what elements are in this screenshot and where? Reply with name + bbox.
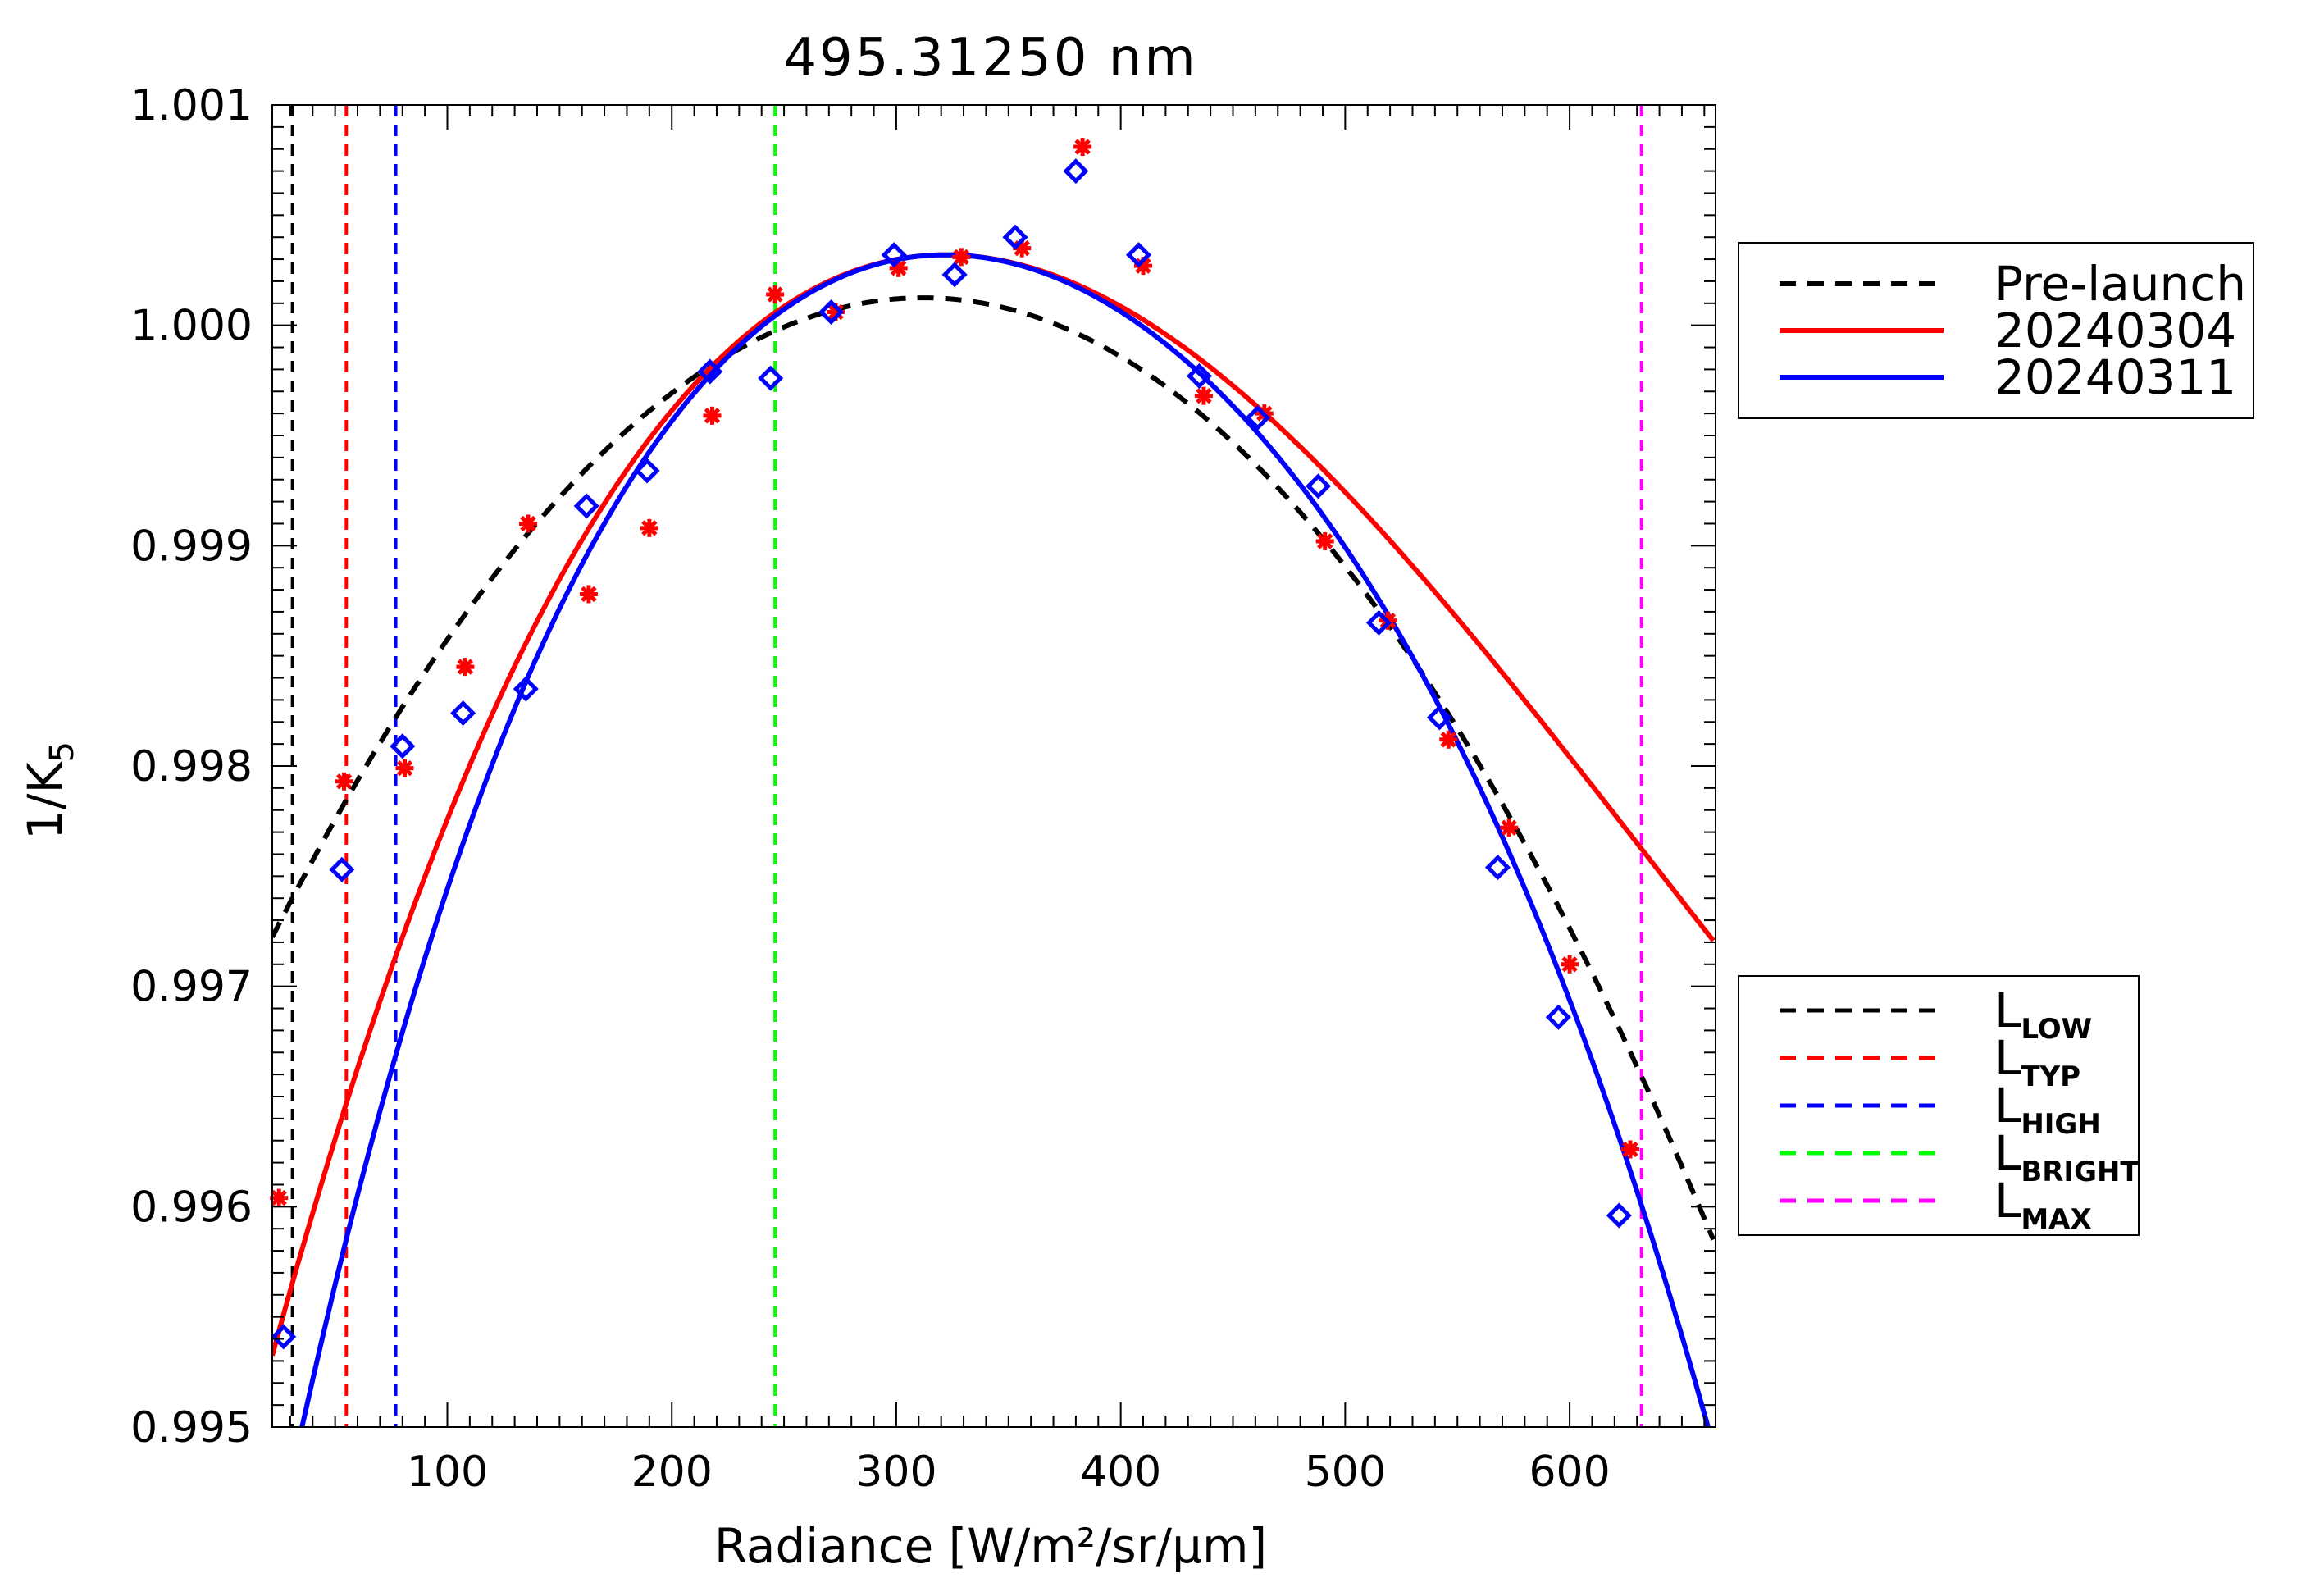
point-20240304-13 xyxy=(1073,138,1092,157)
point-20240304-1 xyxy=(335,772,353,791)
svg-text:1/K5: 1/K5 xyxy=(17,741,81,840)
point-20240311-0 xyxy=(271,1324,297,1350)
point-20240311-4 xyxy=(513,676,539,702)
point-20240304-8 xyxy=(766,285,785,304)
y-tick-label: 1.001 xyxy=(130,81,253,130)
legend-fit-label: Pre-launch xyxy=(1994,256,2246,312)
point-20240311-19 xyxy=(1426,705,1452,731)
y-axis-label-subscript: 5 xyxy=(43,741,81,762)
point-20240311-15 xyxy=(1186,363,1212,389)
x-tick-label: 600 xyxy=(1529,1448,1610,1497)
y-axis-label-group: 1/K5 xyxy=(17,741,81,840)
fit-curve-pre-launch xyxy=(272,295,1716,1241)
chart-title: 495.31250 nm xyxy=(783,28,1197,89)
point-20240311-14 xyxy=(1126,242,1152,268)
point-20240304-20 xyxy=(1500,819,1519,837)
y-tick-label: 0.996 xyxy=(130,1183,253,1232)
point-20240311-7 xyxy=(697,358,723,385)
legend-lines-box xyxy=(1738,975,2140,1236)
x-tick-label: 500 xyxy=(1305,1448,1386,1497)
point-20240311-20 xyxy=(1484,855,1511,881)
point-20240311-16 xyxy=(1245,404,1271,431)
point-20240311-10 xyxy=(881,242,907,268)
point-20240304-15 xyxy=(1194,386,1213,405)
point-20240304-5 xyxy=(579,585,598,604)
fit-curve-20240311 xyxy=(299,252,1711,1427)
point-20240311-17 xyxy=(1305,473,1332,499)
point-20240311-8 xyxy=(758,365,784,391)
axis-ticks: 100 200 300 400 500 600 0.995 0.996 0.997 0.998 0.… xyxy=(130,81,1716,1497)
point-20240311-21 xyxy=(1545,1004,1571,1030)
x-tick-label: 200 xyxy=(631,1448,713,1497)
point-20240304-19 xyxy=(1439,730,1458,749)
point-20240304-2 xyxy=(395,759,414,777)
y-axis-label: 1/K xyxy=(17,761,73,840)
point-20240311-6 xyxy=(634,458,660,484)
point-20240304-17 xyxy=(1315,531,1334,550)
x-axis-label: Radiance [W/m²/sr/μm] xyxy=(714,1518,1267,1574)
x-tick-label: 400 xyxy=(1080,1448,1161,1497)
point-20240304-6 xyxy=(640,518,658,537)
point-20240311-3 xyxy=(450,700,476,727)
point-20240311-12 xyxy=(1002,224,1028,250)
point-20240304-3 xyxy=(456,658,475,677)
point-20240304-21 xyxy=(1561,955,1579,974)
y-tick-label: 0.999 xyxy=(130,522,253,571)
point-20240311-13 xyxy=(1063,158,1089,185)
legend-fit-label: 20240304 xyxy=(1994,303,2236,358)
fit-curve-20240304 xyxy=(272,252,1716,1357)
x-tick-label: 100 xyxy=(407,1448,488,1497)
plot-area xyxy=(270,104,1716,1428)
point-20240311-5 xyxy=(573,493,599,519)
y-tick-label: 0.995 xyxy=(130,1403,253,1452)
point-20240311-18 xyxy=(1365,609,1392,636)
y-tick-label: 1.000 xyxy=(130,302,253,351)
x-tick-label: 300 xyxy=(855,1448,936,1497)
point-20240311-9 xyxy=(818,299,845,326)
point-20240311-2 xyxy=(390,733,416,759)
point-20240304-22 xyxy=(1620,1140,1639,1159)
y-tick-label: 0.998 xyxy=(130,742,253,791)
point-20240304-4 xyxy=(519,514,538,533)
point-20240311-11 xyxy=(941,262,968,288)
point-20240311-22 xyxy=(1606,1202,1632,1229)
point-20240311-1 xyxy=(329,856,355,882)
plot-frame xyxy=(271,104,1716,1428)
point-20240304-11 xyxy=(952,248,971,267)
point-20240304-7 xyxy=(703,406,722,425)
y-tick-label: 0.997 xyxy=(130,963,253,1012)
legend-fit-label: 20240311 xyxy=(1994,349,2236,405)
